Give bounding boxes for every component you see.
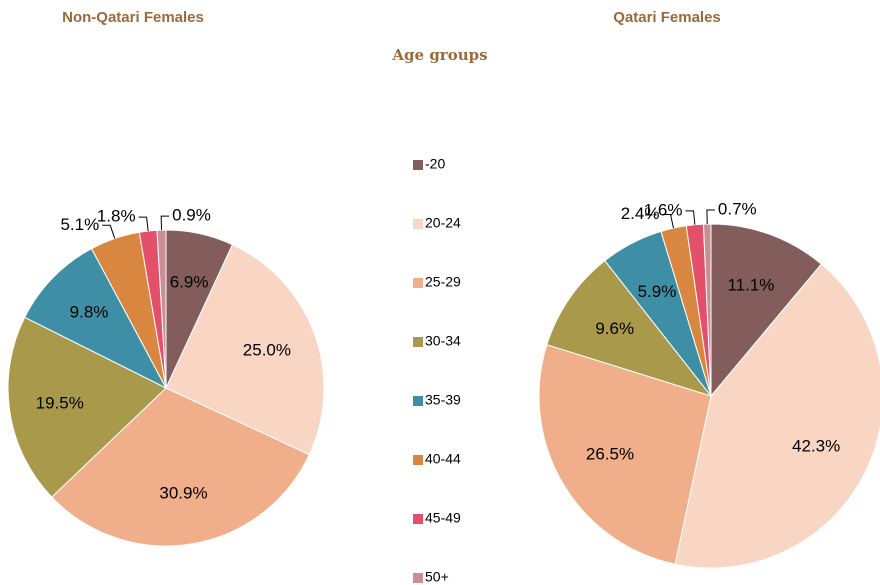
data-label: 5.1% [60,215,99,234]
legend-swatch [413,455,423,465]
legend-swatch [413,219,423,229]
pie-slice [674,263,880,569]
leader-line [662,213,675,229]
legend-label: 30-34 [425,333,461,349]
data-label: 1.6% [644,200,683,219]
legend-swatch [413,514,423,524]
leader-line [138,216,149,232]
pie-slice [546,259,713,397]
pie-slice [165,243,325,456]
pie-slice [7,316,167,498]
legend-label: 25-29 [425,274,461,290]
legend-label: 45-49 [425,510,461,526]
chart-title: Non-Qatari Females [62,9,204,26]
data-label: 6.9% [170,273,209,292]
legend-swatch [413,573,423,583]
pie-slice [51,387,310,547]
pie-slice [24,247,168,390]
data-label: 2.4% [621,204,660,223]
chart-title: Qatari Females [613,9,721,26]
data-label: 30.9% [159,483,207,502]
legend-swatch [413,160,423,170]
data-label: 26.5% [586,444,634,463]
pie-slice [538,344,712,565]
legend-label: 35-39 [425,392,461,408]
legend-label: 20-24 [425,215,461,231]
legend-swatch [413,337,423,347]
legend-label: 50+ [425,569,449,585]
leader-line [160,215,170,231]
data-label: 19.5% [36,393,84,412]
leader-line [685,210,696,225]
data-label: 9.8% [70,303,109,322]
legend-swatch [413,278,423,288]
legend-label: 40-44 [425,451,461,467]
data-label: 11.1% [727,276,774,295]
data-label: 25.0% [243,341,291,360]
data-label: 9.6% [595,319,634,338]
data-label: 42.3% [792,437,840,456]
data-label: 0.7% [718,200,757,219]
data-label: 1.8% [97,207,136,226]
legend-swatch [413,396,423,406]
leader-line [102,224,116,239]
leader-line [706,209,715,225]
data-label: 5.9% [638,282,677,301]
legend-label: -20 [425,156,445,172]
subtitle: Age groups [391,46,487,64]
pie-slice [710,223,823,398]
data-label: 0.9% [172,206,211,225]
